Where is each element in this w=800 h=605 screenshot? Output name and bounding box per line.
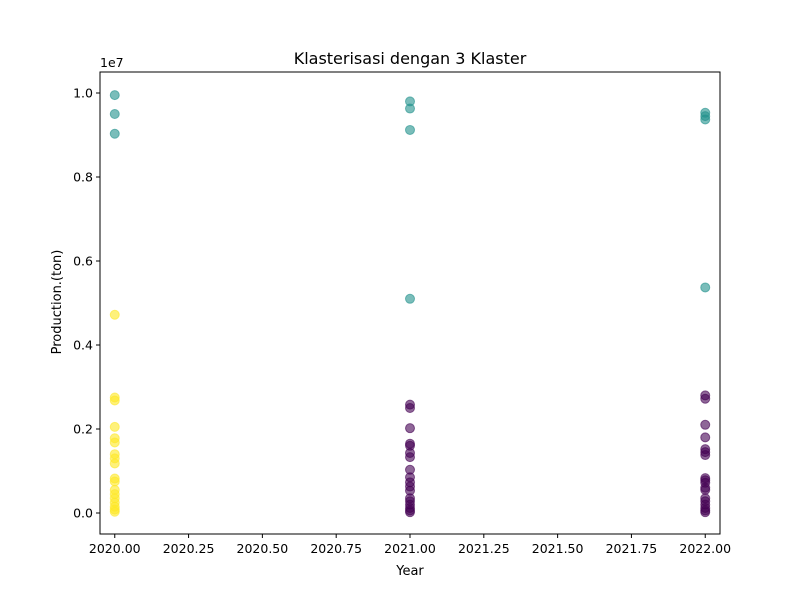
y-tick-label: 0.4	[73, 338, 93, 353]
data-point-cluster-0	[700, 393, 711, 404]
data-point-cluster-0	[700, 432, 711, 443]
data-point-cluster-1	[700, 114, 711, 125]
data-point-cluster-0	[700, 484, 711, 495]
y-tick-label: 0.8	[73, 170, 93, 185]
data-point-cluster-2	[109, 309, 120, 320]
points-layer	[109, 90, 711, 518]
y-axis-label: Production.(ton)	[50, 250, 65, 355]
y-tick-label: 0.2	[73, 422, 93, 437]
data-point-cluster-0	[700, 419, 711, 430]
x-tick-label: 2021.75	[606, 541, 658, 556]
ticks-layer: 2020.00 2020.25 2020.50 2020.75 2021.00 2021.…	[73, 86, 731, 557]
x-axis-label: Year	[395, 564, 424, 579]
x-tick-label: 2021.00	[384, 541, 436, 556]
data-point-cluster-1	[700, 282, 711, 293]
data-point-cluster-1	[109, 109, 120, 119]
x-tick-label: 2020.50	[237, 541, 289, 556]
data-point-cluster-1	[405, 293, 415, 304]
x-tick-label: 2022.00	[679, 541, 731, 556]
data-point-cluster-0	[405, 452, 415, 463]
data-point-cluster-0	[405, 403, 415, 413]
y-tick-label: 0.6	[73, 254, 93, 269]
data-point-cluster-2	[109, 421, 120, 432]
x-tick-label: 2020.00	[89, 541, 141, 556]
plot-frame	[99, 71, 721, 535]
x-tick-label: 2020.25	[163, 541, 215, 556]
y-offset-label: 1e7	[100, 55, 124, 70]
data-point-cluster-2	[109, 476, 120, 487]
data-point-cluster-2	[109, 437, 120, 448]
data-point-cluster-1	[109, 90, 120, 101]
y-tick-label: 1.0	[73, 86, 93, 101]
x-tick-label: 2021.25	[458, 541, 510, 556]
data-point-cluster-0	[405, 423, 415, 434]
data-point-cluster-1	[405, 124, 415, 135]
data-point-cluster-0	[700, 450, 711, 461]
x-tick-label: 2020.75	[310, 541, 362, 556]
data-point-cluster-2	[109, 395, 120, 406]
data-point-cluster-1	[405, 103, 415, 114]
data-point-cluster-2	[109, 458, 120, 469]
chart-title: Klasterisasi dengan 3 Klaster	[294, 49, 527, 68]
x-tick-label: 2021.50	[532, 541, 584, 556]
data-point-cluster-2	[109, 506, 120, 517]
data-point-cluster-0	[700, 507, 711, 518]
data-point-cluster-1	[109, 128, 120, 139]
data-point-cluster-0	[405, 507, 415, 518]
y-tick-label: 0.0	[73, 506, 93, 521]
